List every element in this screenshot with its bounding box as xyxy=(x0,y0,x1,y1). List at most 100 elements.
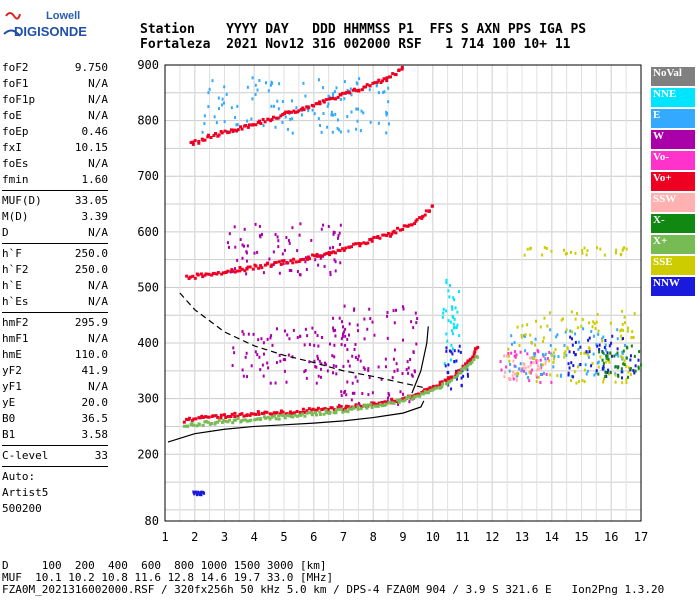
echo-point xyxy=(629,373,632,377)
echo-point xyxy=(596,361,599,365)
trace-point xyxy=(191,142,195,146)
echo-point xyxy=(262,124,265,128)
echo-point xyxy=(322,223,325,227)
echo-point xyxy=(278,271,281,275)
trace-point xyxy=(316,406,320,410)
echo-point xyxy=(346,88,349,92)
legend-item: SSE xyxy=(650,255,696,276)
echo-point xyxy=(328,342,331,346)
y-tick-label: 200 xyxy=(137,447,159,461)
echo-point xyxy=(342,364,345,368)
echo-point xyxy=(356,357,359,361)
trace-point xyxy=(440,385,444,389)
trace-point xyxy=(318,410,322,414)
echo-point xyxy=(296,270,299,274)
trace-point xyxy=(295,414,299,418)
echo-point xyxy=(330,110,333,114)
trace-point xyxy=(383,400,387,404)
echo-point xyxy=(587,338,590,342)
echo-point xyxy=(594,326,597,330)
echo-point xyxy=(637,358,640,362)
echo-point xyxy=(580,324,583,328)
echo-point xyxy=(350,93,353,97)
echo-point xyxy=(228,232,231,236)
echo-point xyxy=(543,245,546,249)
echo-point xyxy=(202,490,205,494)
legend-item: X- xyxy=(650,213,696,234)
trace-point xyxy=(279,262,283,266)
param-row: h`F 250.0 xyxy=(2,246,108,262)
echo-point xyxy=(371,391,374,395)
echo-point xyxy=(363,337,366,341)
echo-point xyxy=(259,235,262,239)
trace-point xyxy=(246,125,250,129)
echo-point xyxy=(455,369,458,373)
echo-point xyxy=(308,343,311,347)
echo-point xyxy=(346,380,349,384)
echo-point xyxy=(299,334,302,338)
echo-point xyxy=(344,334,347,338)
trace-point xyxy=(187,416,191,420)
trace-point xyxy=(362,404,366,408)
trace-point xyxy=(310,413,314,417)
trace-point xyxy=(259,121,263,125)
echo-point xyxy=(539,366,542,370)
echo-point xyxy=(361,392,364,396)
echo-point xyxy=(539,380,542,384)
trace-point xyxy=(190,419,194,423)
echo-point xyxy=(531,368,534,372)
echo-point xyxy=(505,365,508,369)
echo-point xyxy=(616,337,619,341)
trace-point xyxy=(409,396,413,400)
autoscaling-info: 500200 xyxy=(2,502,42,515)
trace-point xyxy=(364,85,368,89)
echo-point xyxy=(452,326,455,330)
echo-point xyxy=(603,346,606,350)
param-key: fxI xyxy=(2,141,22,154)
echo-point xyxy=(582,327,585,331)
echo-point xyxy=(262,374,265,378)
trace-point xyxy=(251,267,255,271)
trace-point xyxy=(318,413,322,417)
echo-point xyxy=(347,359,350,363)
echo-point xyxy=(620,370,623,374)
trace-point xyxy=(440,380,444,384)
echo-point xyxy=(581,379,584,383)
echo-point xyxy=(537,375,540,379)
echo-point xyxy=(607,357,610,361)
digisonde-logo: Lowell DIGISONDE xyxy=(2,6,94,46)
echo-point xyxy=(588,321,591,325)
echo-point xyxy=(585,372,588,376)
echo-point xyxy=(571,330,574,334)
trace-point xyxy=(346,410,350,414)
echo-point xyxy=(453,360,456,364)
trace-point xyxy=(254,123,258,127)
echo-point xyxy=(441,315,444,319)
echo-point xyxy=(537,350,540,354)
echo-point xyxy=(401,305,404,309)
echo-point xyxy=(596,344,599,348)
trace-point xyxy=(357,241,361,245)
echo-point xyxy=(235,123,238,127)
echo-point xyxy=(537,368,540,372)
echo-point xyxy=(626,326,629,330)
trace-point xyxy=(216,271,220,275)
echo-point xyxy=(624,343,627,347)
echo-point xyxy=(326,104,329,108)
echo-point xyxy=(332,232,335,236)
echo-point xyxy=(552,360,555,364)
echo-point xyxy=(535,375,538,379)
trace-point xyxy=(354,242,358,246)
trace-point xyxy=(344,409,348,413)
trace-point xyxy=(233,411,237,415)
trace-point xyxy=(378,236,382,240)
trace-point xyxy=(329,251,333,255)
echo-point xyxy=(245,251,248,255)
trace-point xyxy=(233,270,237,274)
trace-point xyxy=(286,261,290,265)
echo-point xyxy=(231,364,234,368)
trace-point xyxy=(356,404,360,408)
trace-point xyxy=(283,112,287,116)
echo-point xyxy=(595,343,598,347)
echo-point xyxy=(251,97,254,101)
